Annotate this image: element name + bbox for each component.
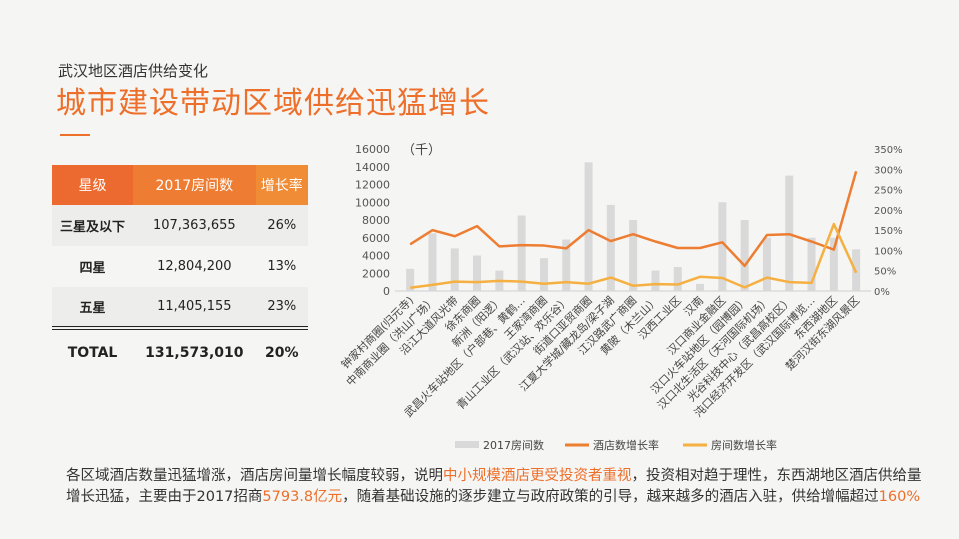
- table-row: 五星 11,405,155 23%: [52, 287, 308, 328]
- bar: [696, 283, 705, 291]
- table-row: 三星及以下 107,363,655 26%: [52, 205, 308, 246]
- col-header: 2017房间数: [133, 165, 256, 205]
- cell: 131,573,010: [133, 326, 256, 376]
- legend-label: 2017房间数: [483, 439, 544, 452]
- series-line: [409, 170, 858, 268]
- cell: 11,405,155: [133, 287, 256, 328]
- text: 各区域酒店数量迅猛增涨，酒店房间量增长幅度较弱，说明: [66, 468, 443, 484]
- col-header: 增长率: [255, 165, 308, 205]
- left-tick-label: 4000: [362, 250, 390, 263]
- highlight: 5793.8亿元: [262, 489, 343, 505]
- unit-label: （千）: [402, 143, 441, 158]
- bar: [584, 162, 593, 291]
- left-tick-label: 10000: [355, 196, 390, 209]
- text: ，随着基础设施的逐步建立与政府政策的引导，越来越多的酒店入驻，供给增幅超过: [342, 489, 879, 505]
- bar: [740, 220, 749, 291]
- left-tick-label: 8000: [362, 214, 390, 227]
- series-line: [409, 222, 858, 289]
- bar: [606, 204, 615, 291]
- text: ，投资相对趋于理性，东西湖地区酒店供给量增长迅猛，主要由于2017招商: [66, 468, 922, 505]
- bar: [406, 268, 415, 291]
- category-label: 中南商业圈（洪山广场）: [343, 293, 438, 388]
- left-tick-label: 2000: [362, 267, 390, 280]
- bar: [473, 255, 482, 291]
- bar: [807, 237, 816, 291]
- left-tick-label: 0: [383, 285, 390, 298]
- cell: 107,363,655: [133, 205, 256, 246]
- cell: TOTAL: [52, 326, 134, 376]
- title-divider: [60, 134, 90, 136]
- cell: 20%: [255, 326, 308, 376]
- legend-label: 酒店数增长率: [593, 438, 659, 452]
- page-subtitle: 武汉地区酒店供给变化: [58, 62, 209, 80]
- highlight: 160%: [878, 489, 921, 505]
- cell: 四星: [79, 261, 106, 276]
- cell: 23%: [255, 287, 308, 328]
- bar: [450, 248, 459, 291]
- cell: 三星及以下: [52, 205, 134, 246]
- left-tick-label: 12000: [355, 179, 390, 192]
- bar: [829, 237, 838, 291]
- bar: [673, 267, 682, 291]
- summary-text: 各区域酒店数量迅猛增涨，酒店房间量增长幅度较弱，说明中小规模酒店更受投资者重视，…: [66, 466, 926, 508]
- right-tick-label: 0%: [874, 287, 890, 298]
- right-tick-label: 150%: [874, 226, 903, 237]
- bar: [651, 270, 660, 291]
- bar: [517, 215, 526, 291]
- right-tick-label: 300%: [874, 165, 903, 176]
- cell: 五星: [52, 287, 134, 328]
- right-tick-label: 100%: [874, 246, 903, 257]
- bar: [762, 237, 771, 291]
- cell: 26%: [255, 205, 308, 246]
- legend-label: 房间数增长率: [711, 438, 777, 452]
- bar: [539, 258, 548, 291]
- page-title: 城市建设带动区域供给迅猛增长: [56, 86, 490, 121]
- right-tick-label: 350%: [874, 145, 903, 156]
- bar: [718, 202, 727, 291]
- bar: [428, 233, 437, 291]
- total-row: TOTAL 131,573,010 20%: [52, 326, 308, 376]
- table-row: 四星 12,804,200 13%: [52, 246, 308, 287]
- cell: 13%: [267, 259, 297, 274]
- highlight: 中小规模酒店更受投资者重视: [443, 468, 632, 484]
- star-rating-table: 星级 2017房间数 增长率 三星及以下 107,363,655 26% 四星 12,80…: [52, 165, 308, 376]
- right-tick-label: 250%: [874, 186, 903, 197]
- cell: 12,804,200: [157, 259, 232, 274]
- left-tick-label: 16000: [355, 143, 390, 156]
- left-tick-label: 14000: [355, 161, 390, 174]
- bar: [562, 239, 571, 291]
- legend-swatch: [455, 441, 479, 448]
- right-tick-label: 200%: [874, 206, 903, 217]
- left-tick-label: 6000: [362, 232, 390, 245]
- right-tick-label: 50%: [874, 267, 896, 278]
- bar: [629, 220, 638, 291]
- col-header: 星级: [52, 165, 134, 205]
